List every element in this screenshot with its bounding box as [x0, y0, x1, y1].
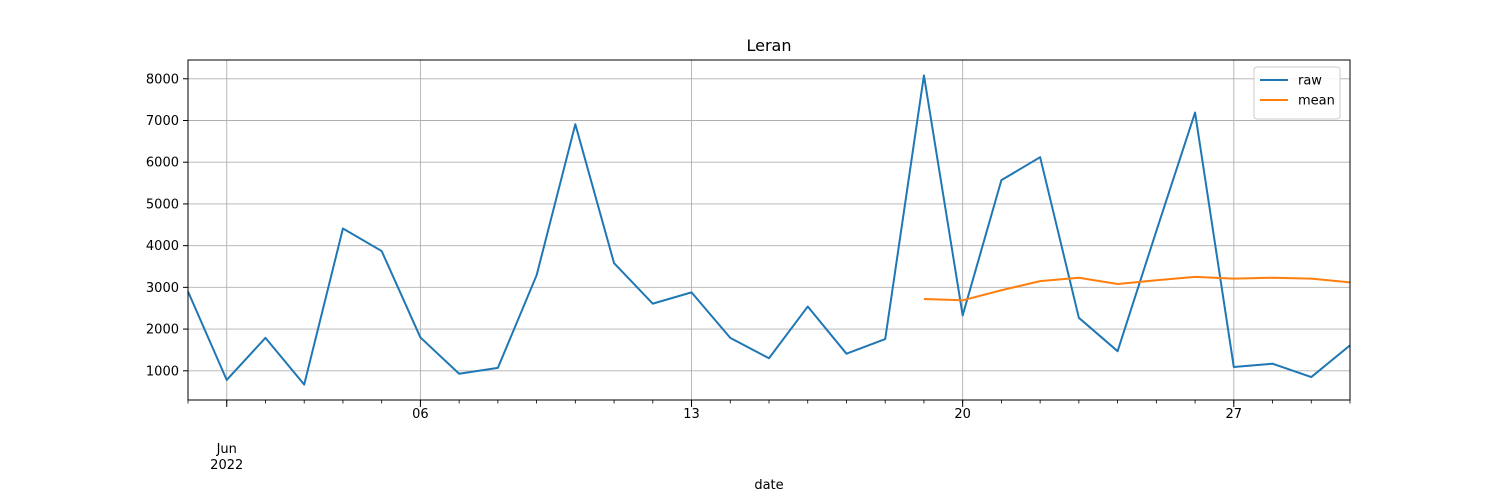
plot-frame	[187, 59, 1351, 401]
legend-label-mean: mean	[1298, 94, 1335, 109]
x-tick-label-year: 2022	[210, 458, 243, 473]
y-tick-label: 3000	[146, 281, 179, 296]
legend-label-raw: raw	[1298, 74, 1322, 89]
y-tick-label: 7000	[146, 114, 179, 129]
chart-title: Leran	[747, 36, 792, 55]
y-tick-label: 6000	[146, 156, 179, 171]
x-tick-label: Jun	[216, 442, 237, 457]
y-tick-label: 5000	[146, 197, 179, 212]
y-tick-label: 4000	[146, 239, 179, 254]
series-line-raw	[187, 74, 1351, 386]
x-tick-label: 06	[412, 407, 429, 422]
grid	[188, 60, 1350, 400]
x-tick-label: 13	[683, 407, 700, 422]
legend: raw mean	[1253, 66, 1341, 120]
series-layer	[187, 74, 1351, 386]
series-line-mean	[923, 275, 1351, 302]
y-tick-label: 1000	[146, 364, 179, 379]
y-tick-label: 2000	[146, 323, 179, 338]
x-axis-label: date	[754, 478, 783, 493]
x-tick-label: 20	[954, 407, 971, 422]
x-tick-label: 27	[1226, 407, 1243, 422]
y-tick-label: 8000	[146, 72, 179, 87]
